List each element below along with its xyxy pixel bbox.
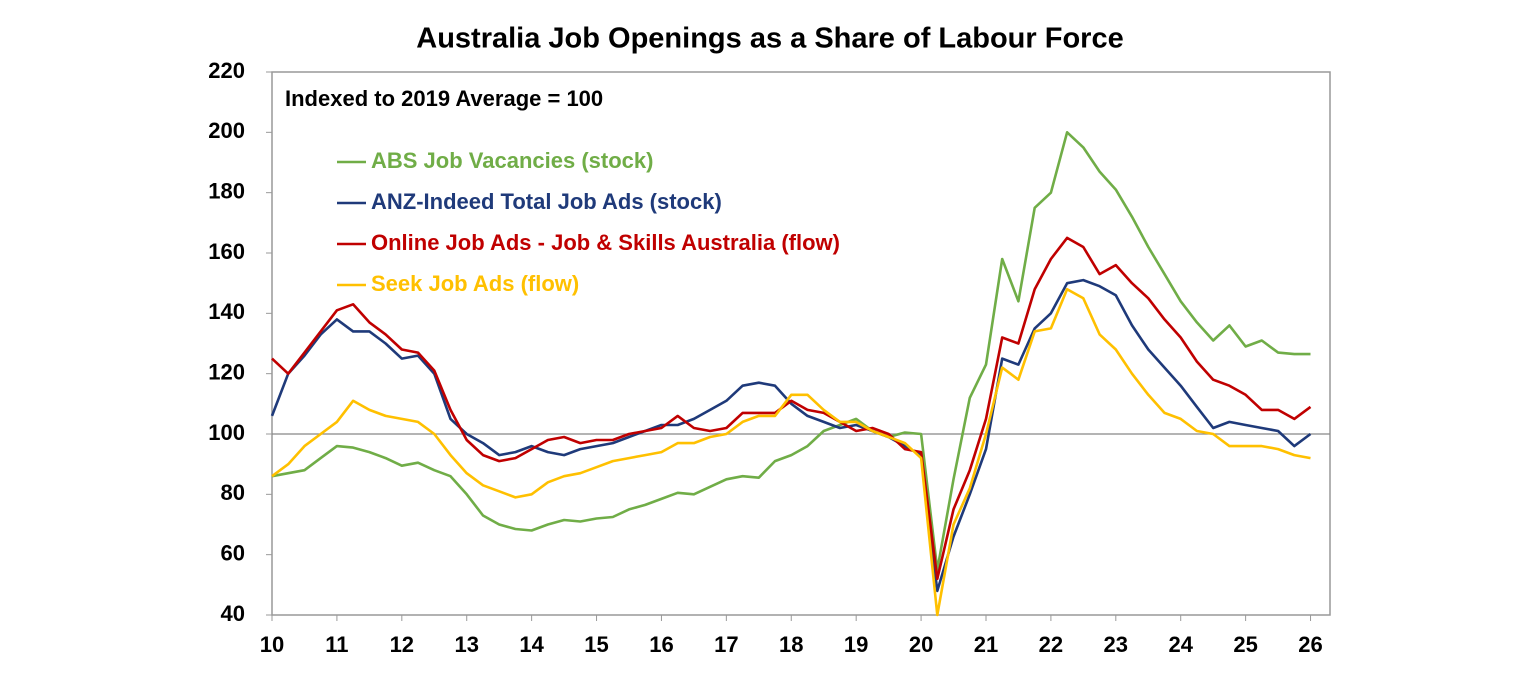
- y-tick-label: 180: [208, 178, 245, 203]
- series-line: [271, 287, 1311, 617]
- y-tick-label: 80: [221, 480, 245, 505]
- x-tick-label: 24: [1168, 632, 1193, 657]
- legend-label: ABS Job Vacancies (stock): [371, 148, 653, 173]
- y-tick-label: 100: [208, 420, 245, 445]
- x-tick-label: 14: [519, 632, 544, 657]
- x-tick-label: 20: [909, 632, 933, 657]
- series-line: [271, 236, 1312, 581]
- y-tick-label: 200: [208, 118, 245, 143]
- x-tick-label: 17: [714, 632, 738, 657]
- legend-label: Online Job Ads - Job & Skills Australia …: [371, 230, 840, 255]
- y-tick-label: 120: [208, 359, 245, 384]
- y-tick-label: 220: [208, 58, 245, 83]
- series-line: [271, 131, 1311, 572]
- legend-label: Seek Job Ads (flow): [371, 271, 579, 296]
- y-tick-label: 160: [208, 239, 245, 264]
- y-tick-label: 40: [221, 601, 245, 626]
- subtitle: Indexed to 2019 Average = 100: [285, 86, 603, 111]
- x-tick-label: 25: [1233, 632, 1257, 657]
- x-tick-label: 13: [454, 632, 478, 657]
- y-tick-label: 60: [221, 540, 245, 565]
- x-tick-label: 23: [1104, 632, 1128, 657]
- legend-label: ANZ-Indeed Total Job Ads (stock): [371, 189, 722, 214]
- x-tick-label: 10: [260, 632, 284, 657]
- x-tick-label: 11: [325, 632, 348, 657]
- y-tick-label: 140: [208, 299, 245, 324]
- series-line: [270, 278, 1312, 593]
- x-tick-label: 19: [844, 632, 868, 657]
- x-tick-label: 12: [390, 632, 414, 657]
- x-tick-label: 22: [1039, 632, 1063, 657]
- x-tick-label: 21: [974, 632, 998, 657]
- x-tick-label: 16: [649, 632, 673, 657]
- plot-frame: [271, 71, 1331, 616]
- chart-title: Australia Job Openings as a Share of Lab…: [416, 23, 1123, 55]
- x-tick-label: 26: [1298, 632, 1322, 657]
- x-tick-label: 15: [584, 632, 608, 657]
- x-tick-label: 18: [779, 632, 803, 657]
